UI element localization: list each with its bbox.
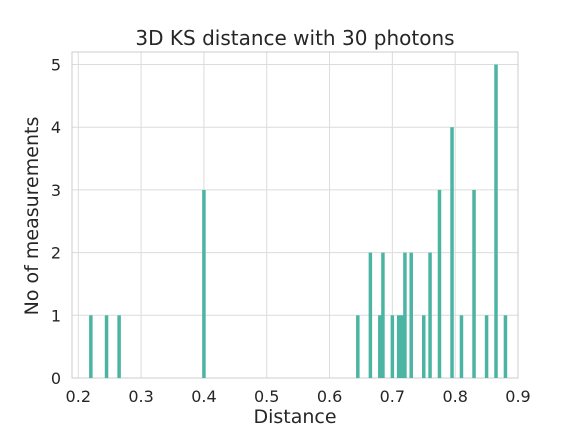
histogram-bar <box>459 315 464 378</box>
y-tick-label: 4 <box>51 118 61 137</box>
histogram-bar <box>400 315 404 378</box>
histogram-bar <box>378 315 382 378</box>
histogram-bar <box>356 315 360 378</box>
histogram-bar <box>484 315 489 378</box>
y-tick-label: 3 <box>51 181 61 200</box>
x-tick-label: 0.2 <box>66 387 91 406</box>
chart-title: 3D KS distance with 30 photons <box>135 26 455 50</box>
histogram-bar <box>428 252 432 378</box>
x-tick-label: 0.5 <box>254 387 279 406</box>
x-tick-label: 0.6 <box>317 387 342 406</box>
histogram-bar <box>368 252 373 378</box>
plot-frame <box>71 51 519 379</box>
x-axis-label: Distance <box>253 406 337 428</box>
histogram-bar <box>409 252 413 378</box>
y-tick-label: 1 <box>51 306 61 325</box>
bars-layer <box>89 64 508 378</box>
histogram-bar <box>450 127 454 378</box>
x-tick-label: 0.8 <box>442 387 467 406</box>
histogram-bar <box>422 315 426 378</box>
histogram-bar <box>494 64 498 378</box>
y-tick-label: 2 <box>51 244 61 263</box>
histogram-bar <box>104 315 109 378</box>
histogram-bar <box>89 315 93 378</box>
histogram-bar <box>503 315 508 378</box>
histogram-bar <box>202 189 206 378</box>
ticks-layer: 0.2 0.3 0.4 0.5 0.6 0.7 0.8 0.9 0 1 2 3 4 5 <box>51 56 531 406</box>
x-tick-label: 0.9 <box>505 387 530 406</box>
histogram-bar <box>472 189 476 378</box>
x-tick-label: 0.7 <box>380 387 405 406</box>
x-tick-label: 0.3 <box>128 387 153 406</box>
histogram-bar <box>117 315 121 378</box>
y-tick-label: 0 <box>51 369 61 388</box>
y-tick-label: 5 <box>51 56 61 75</box>
histogram-bar <box>437 189 442 378</box>
x-tick-label: 0.4 <box>191 387 216 406</box>
histogram-bar <box>390 315 395 378</box>
histogram-bar <box>403 252 407 378</box>
histogram-bar <box>396 315 401 378</box>
histogram-bar <box>381 252 385 378</box>
